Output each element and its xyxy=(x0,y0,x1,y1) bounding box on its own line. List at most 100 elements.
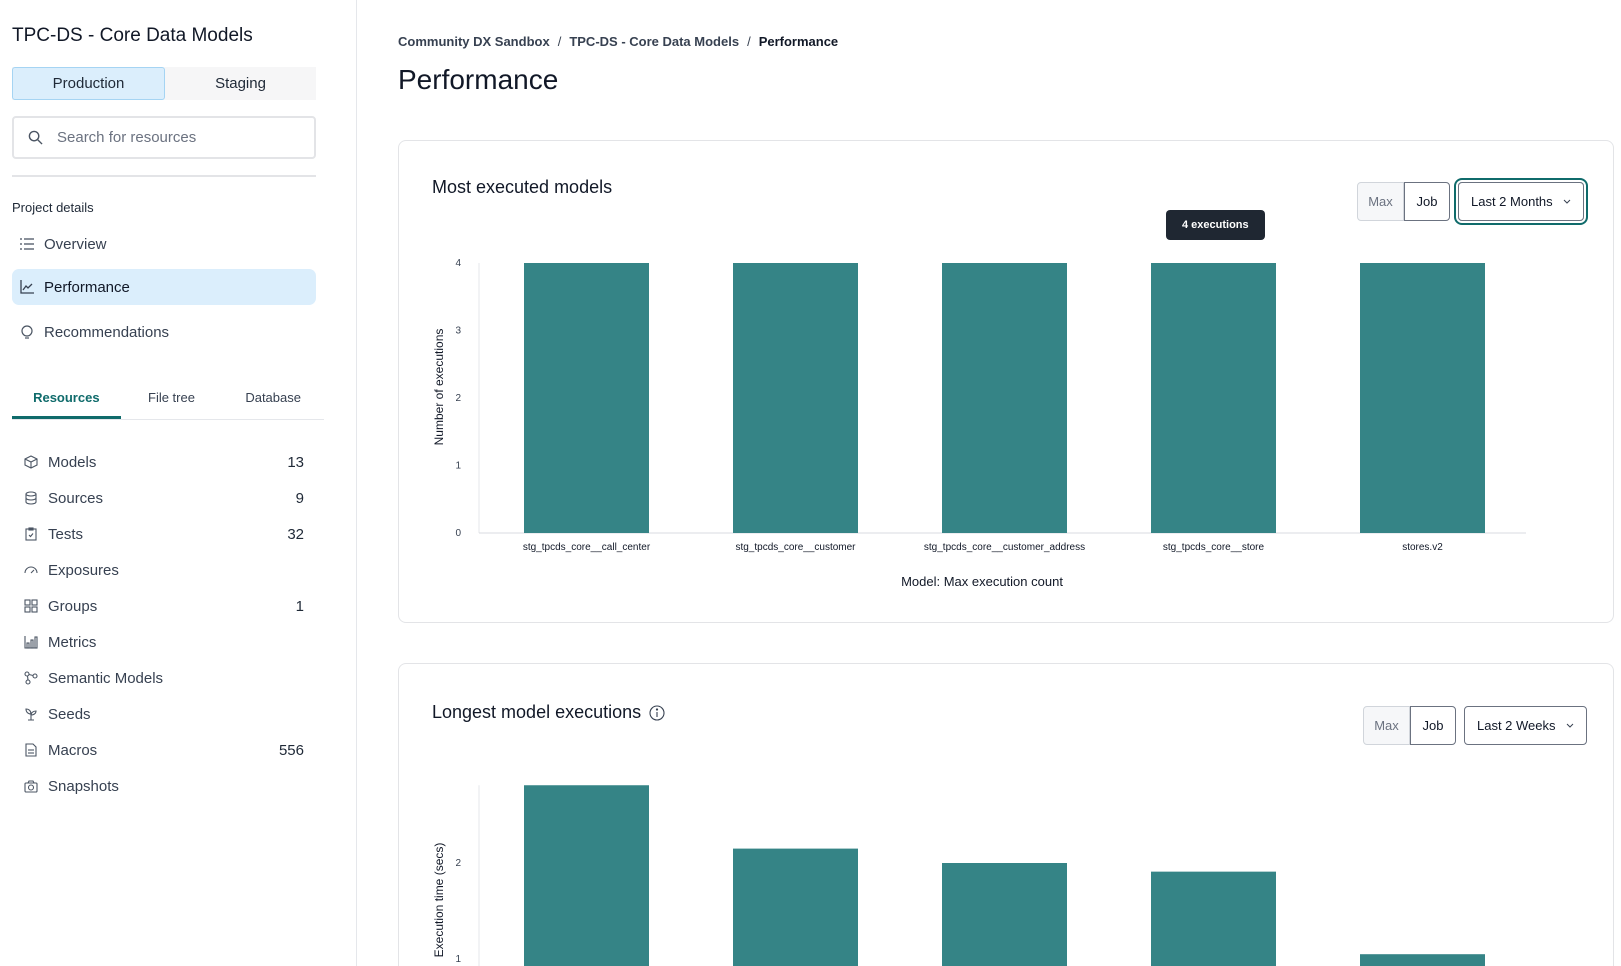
x-tick-label: stg_tpcds_core__store xyxy=(1163,542,1265,553)
max-job-toggle: Max Job xyxy=(1357,182,1450,221)
y-tick-label: 4 xyxy=(455,258,461,269)
nodes-icon xyxy=(24,671,38,685)
resource-seeds[interactable]: Seeds xyxy=(12,699,304,729)
search-input[interactable]: Search for resources xyxy=(12,116,316,159)
resource-sources[interactable]: Sources 9 xyxy=(12,483,304,513)
job-button[interactable]: Job xyxy=(1404,182,1450,221)
y-tick-label: 2 xyxy=(455,858,461,869)
bar xyxy=(1151,871,1276,966)
nav-recommendations[interactable]: Recommendations xyxy=(12,314,316,350)
breadcrumb-link[interactable]: TPC-DS - Core Data Models xyxy=(569,34,740,49)
project-details-label: Project details xyxy=(12,200,94,215)
max-job-toggle: Max Job xyxy=(1363,706,1456,745)
nav-label: Recommendations xyxy=(44,323,170,341)
y-tick-label: 1 xyxy=(455,954,461,965)
environment-toggle: Production Staging xyxy=(12,67,316,100)
y-tick-label: 3 xyxy=(455,326,461,337)
x-tick-label: stores.v2 xyxy=(1402,542,1443,553)
time-range-dropdown[interactable]: Last 2 Weeks xyxy=(1464,706,1587,745)
resource-label: Macros xyxy=(48,741,98,759)
bar-chart-icon xyxy=(24,636,38,649)
env-production-button[interactable]: Production xyxy=(12,67,165,100)
resource-metrics[interactable]: Metrics xyxy=(12,627,304,657)
cube-icon xyxy=(24,455,38,469)
dropdown-value: Last 2 Weeks xyxy=(1477,718,1556,733)
y-tick-label: 1 xyxy=(455,461,461,472)
max-button[interactable]: Max xyxy=(1357,182,1404,221)
resource-count: 9 xyxy=(295,489,304,507)
bar xyxy=(733,263,858,533)
resource-count: 13 xyxy=(287,453,304,471)
nav-performance[interactable]: Performance xyxy=(12,269,316,305)
sidebar: TPC-DS - Core Data Models Production Sta… xyxy=(0,0,357,966)
nav-label: Performance xyxy=(44,278,130,296)
breadcrumb-current: Performance xyxy=(758,34,839,49)
tab-resources[interactable]: Resources xyxy=(12,384,121,419)
x-tick-label: stg_tpcds_core__customer xyxy=(735,542,856,553)
search-icon xyxy=(28,130,43,145)
tab-file-tree[interactable]: File tree xyxy=(148,390,195,405)
y-tick-label: 0 xyxy=(455,528,461,539)
list-icon xyxy=(20,238,34,250)
sprout-icon xyxy=(25,708,37,721)
breadcrumb-link[interactable]: Community DX Sandbox xyxy=(398,34,550,49)
chevron-down-icon xyxy=(1566,723,1573,728)
execution-time-chart: 1 2 Execution time (secs) xyxy=(432,785,1485,966)
breadcrumb-separator: / xyxy=(747,34,751,49)
bar xyxy=(942,863,1067,966)
resource-exposures[interactable]: Exposures xyxy=(12,555,304,585)
info-icon[interactable] xyxy=(649,704,665,721)
time-range-dropdown[interactable]: Last 2 Months xyxy=(1458,182,1584,221)
max-button[interactable]: Max xyxy=(1363,706,1410,745)
resource-groups[interactable]: Groups 1 xyxy=(12,591,304,621)
nav-label: Overview xyxy=(44,235,107,253)
resource-label: Metrics xyxy=(48,633,97,651)
nav-overview[interactable]: Overview xyxy=(12,226,316,262)
resource-label: Groups xyxy=(48,597,98,615)
bar xyxy=(942,263,1067,533)
resource-tests[interactable]: Tests 32 xyxy=(12,519,304,549)
lightbulb-icon xyxy=(21,324,33,339)
card-title: Most executed models xyxy=(432,177,613,197)
card-title-wrap: Longest model executions xyxy=(432,702,665,723)
clipboard-check-icon xyxy=(25,527,37,541)
card-title: Longest model executions xyxy=(432,702,642,722)
bar-tooltip: 4 executions xyxy=(1166,210,1265,240)
resource-label: Sources xyxy=(48,489,104,507)
y-axis-title: Execution time (secs) xyxy=(432,843,446,958)
grid-icon xyxy=(24,599,38,613)
resource-count: 1 xyxy=(295,597,304,615)
resource-count: 32 xyxy=(287,525,304,543)
env-staging-button[interactable]: Staging xyxy=(215,75,266,92)
resource-macros[interactable]: Macros 556 xyxy=(12,735,304,765)
file-text-icon xyxy=(25,743,37,757)
x-axis-title: Model: Max execution count xyxy=(901,574,1063,589)
resource-label: Semantic Models xyxy=(48,669,164,687)
resource-label: Seeds xyxy=(48,705,91,723)
x-tick-label: stg_tpcds_core__customer_address xyxy=(924,542,1085,553)
resource-semantic-models[interactable]: Semantic Models xyxy=(12,663,304,693)
y-axis-title: Number of executions xyxy=(432,329,446,446)
x-tick-label: stg_tpcds_core__call_center xyxy=(523,542,651,553)
resource-count: 556 xyxy=(278,741,304,759)
resource-tabs: Resources File tree Database xyxy=(12,384,324,420)
most-executed-card: Most executed models Max Job Last 2 Mont… xyxy=(398,140,1614,623)
gauge-icon xyxy=(24,566,38,574)
y-tick-label: 2 xyxy=(455,393,461,404)
page-title: Performance xyxy=(398,64,559,95)
resource-snapshots[interactable]: Snapshots xyxy=(12,771,304,801)
camera-icon xyxy=(24,780,38,793)
resource-models[interactable]: Models 13 xyxy=(12,447,304,477)
tab-database[interactable]: Database xyxy=(245,390,301,405)
breadcrumb: Community DX Sandbox / TPC-DS - Core Data… xyxy=(398,34,838,49)
job-button[interactable]: Job xyxy=(1410,706,1456,745)
project-title: TPC-DS - Core Data Models xyxy=(12,25,253,46)
bar xyxy=(733,848,858,966)
bar xyxy=(1360,263,1485,533)
search-placeholder: Search for resources xyxy=(57,129,197,146)
database-icon xyxy=(25,491,37,505)
executions-chart: 0 1 2 3 4 stg_tpcds_core__call_center stg_tpcd… xyxy=(432,258,1526,589)
divider xyxy=(12,175,316,177)
breadcrumb-separator: / xyxy=(557,34,562,49)
bar xyxy=(1360,954,1485,966)
